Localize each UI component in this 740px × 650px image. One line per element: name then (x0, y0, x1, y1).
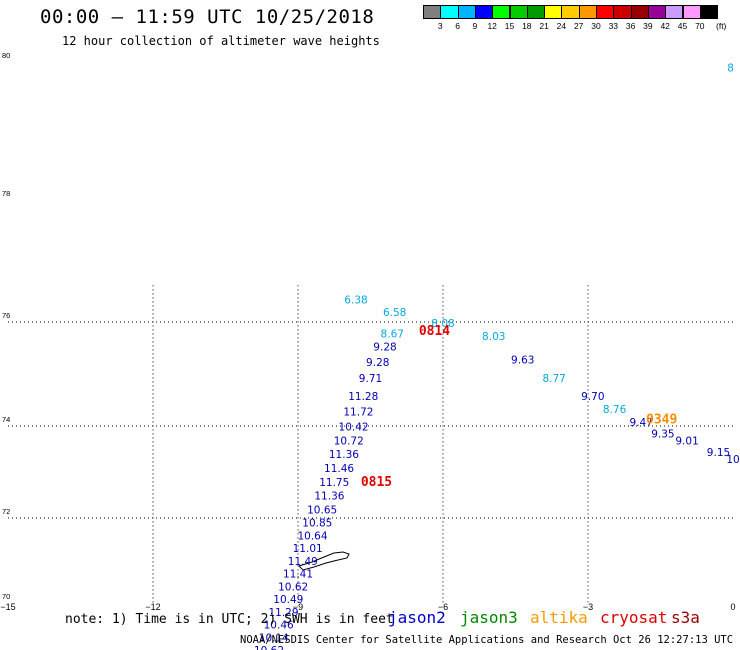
colorbar-tick-label: 30 (591, 21, 601, 31)
wave-height-label: 10.14 (259, 632, 289, 644)
pass-time-stamp: 0814 (419, 324, 450, 339)
wave-height-label: 9.35 (651, 429, 674, 441)
colorbar-tick-label: 6 (455, 21, 460, 31)
wave-height-label: 8.76 (603, 404, 627, 416)
x-tick-label: −3 (583, 602, 593, 612)
colorbar-tick-label: 45 (677, 21, 688, 31)
wave-height-label: 9.15 (707, 447, 730, 459)
y-tick-label: 74 (2, 415, 10, 424)
wave-height-label: 10.65 (307, 504, 337, 516)
figure-title: 00:00 – 11:59 UTC 10/25/2018 (40, 6, 375, 28)
legend-jason2: jason2 (388, 608, 446, 627)
x-tick-label: −15 (0, 602, 15, 612)
x-tick-label: −12 (145, 602, 160, 612)
wave-height-label: 8.67 (381, 329, 404, 341)
wave-height-label: 9.63 (511, 355, 534, 367)
axis-labels: 80 78 76 74 72 70−15 −12 −9 −6 −3 0 (0, 51, 735, 612)
wave-height-label: 11.28 (348, 391, 378, 403)
colorbar-tick-label: 24 (556, 21, 567, 31)
legend-cryosat: cryosat (600, 608, 668, 627)
wave-height-label: 11.41 (283, 569, 313, 581)
wave-height-label: 10.62 (254, 645, 284, 650)
y-tick-label: 70 (2, 592, 10, 601)
wave-height-label: 10.46 (264, 620, 294, 632)
wave-height-label: 9.28 (366, 357, 389, 369)
legend-s3a: s3a (671, 608, 700, 627)
colorbar-tick-label: 70 (695, 21, 705, 31)
colorbar-tick-label: 27 (573, 21, 584, 31)
wave-height-label: 8.77 (542, 373, 565, 385)
time-stamp-labels: 0814 0815 0349 (361, 324, 677, 490)
map-grid (8, 285, 733, 603)
wave-height-label: 11.36 (314, 491, 344, 503)
wave-height-label: 10.49 (273, 594, 303, 606)
colorbar-swatch (699, 5, 719, 19)
wave-height-label: 6.58 (383, 307, 406, 319)
wave-height-label: 8 (727, 63, 734, 75)
colorbar-tick-label: 15 (504, 21, 515, 31)
colorbar-tick-label: 33 (608, 21, 619, 31)
wave-height-label: 11.46 (324, 463, 354, 475)
wave-height-label: 10.85 (302, 518, 332, 530)
island-outline (298, 551, 350, 571)
credit-footer: NOAA/NESDIS Center for Satellite Applica… (240, 634, 740, 646)
x-tick-label: −6 (438, 602, 448, 612)
figure-subtitle: 12 hour collection of altimeter wave hei… (62, 34, 380, 48)
legend-altika: altika (530, 608, 588, 627)
wave-height-label: 11.36 (329, 449, 359, 461)
colorbar-tick-label: 18 (522, 21, 532, 31)
wave-height-label: 11.72 (343, 407, 373, 419)
wave-height-label: 10 (726, 454, 739, 466)
x-tick-label: 0 (730, 602, 735, 612)
wave-height-label: 11.75 (319, 477, 349, 489)
wave-height-label: 11.49 (288, 556, 318, 568)
colorbar-tick-label: 3 (437, 21, 443, 31)
jan-mayen-outline (298, 551, 350, 571)
colorbar-tick-label: 39 (643, 21, 653, 31)
colorbar-tick-label: 36 (625, 21, 636, 31)
wave-height-label: 8.08 (431, 318, 454, 330)
pass-time-stamp: 0349 (646, 412, 677, 427)
wave-height-label: 10.72 (334, 435, 364, 447)
legend-jason3: jason3 (460, 608, 518, 627)
colorbar-tick-label: 21 (539, 21, 549, 31)
wave-height-label: 10.42 (339, 422, 369, 434)
y-tick-label: 80 (2, 51, 10, 60)
y-tick-label: 72 (2, 507, 10, 516)
colorbar-tick-label: 12 (487, 21, 497, 31)
y-tick-label: 76 (2, 311, 10, 320)
wave-height-label: 11.29 (268, 607, 298, 619)
footnote: note: 1) Time is in UTC; 2) SWH is in fe… (65, 612, 394, 627)
colorbar-tick-label: 9 (472, 21, 478, 31)
wave-height-label: 9.71 (359, 373, 382, 385)
wave-height-label: 9.47 (629, 417, 652, 429)
colorbar-unit: (ft) (716, 21, 727, 31)
wave-height-label: 6.38 (344, 295, 367, 307)
wave-height-label: 10.64 (297, 530, 327, 542)
colorbar-tick-label: 42 (660, 21, 670, 31)
pass-time-stamp: 0815 (361, 475, 392, 490)
wave-height-label: 10.62 (278, 581, 308, 593)
y-tick-label: 78 (2, 189, 10, 198)
observation-labels: 8 6.38 6.58 8.08 8.03 9.63 8.77 9.708.769.479.3… (254, 63, 740, 650)
wave-height-label: 9.28 (373, 342, 396, 354)
wave-height-label: 9.70 (581, 391, 604, 403)
wave-height-label: 8.03 (482, 331, 505, 343)
x-tick-label: −9 (293, 602, 303, 612)
wave-height-label: 11.01 (293, 543, 323, 555)
wave-height-label: 9.01 (675, 435, 698, 447)
